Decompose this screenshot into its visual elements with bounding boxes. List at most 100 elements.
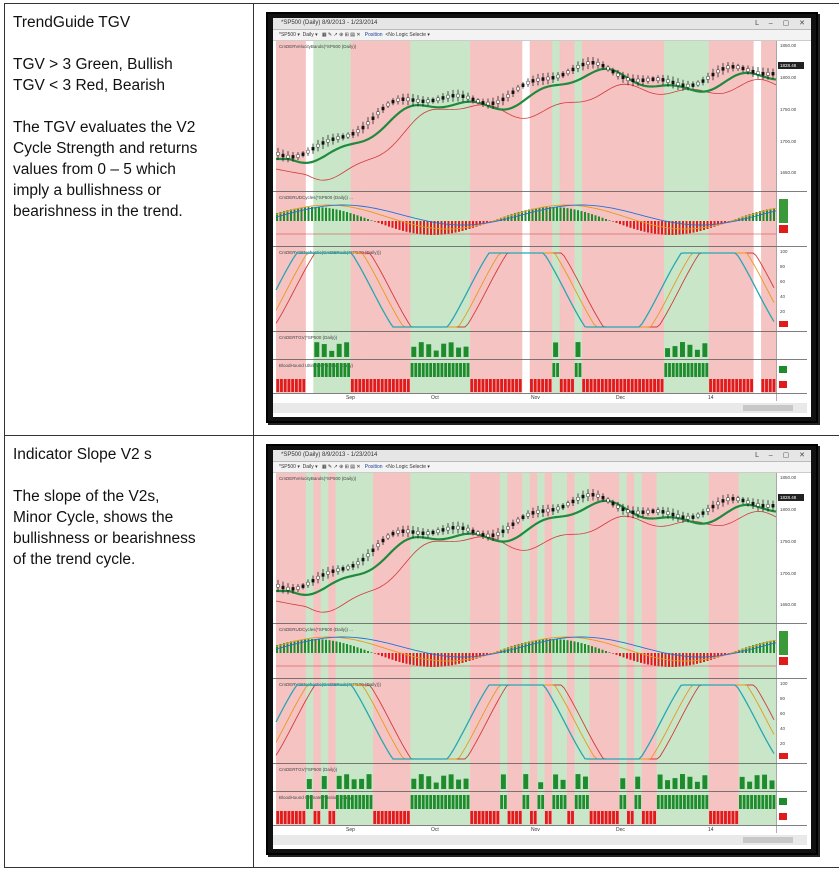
- cycle-histogram-bar: [682, 653, 684, 667]
- position-bar: [515, 811, 518, 824]
- position-bar: [365, 795, 369, 809]
- window-titlebar: *SP500 (Daily) 8/9/2013 - 1/23/2014 L – …: [273, 18, 811, 30]
- position-bar: [328, 363, 332, 377]
- cycle-histogram-bar: [573, 641, 576, 653]
- tgv-bar: [702, 775, 708, 789]
- scrollbar-thumb: [743, 837, 793, 843]
- window-controls[interactable]: L – ▢ ✕: [755, 20, 809, 27]
- cycle-histogram-bar: [339, 642, 341, 653]
- price-candle-body: [416, 531, 420, 535]
- cycle-histogram-bar: [454, 221, 457, 233]
- logic-dropdown[interactable]: <No Logic Selecte ▾: [385, 464, 430, 470]
- position-bar: [559, 795, 563, 809]
- price-candle-body: [296, 586, 300, 590]
- position-bar: [283, 811, 287, 824]
- position-bar: [321, 795, 324, 809]
- position-bar: [623, 379, 627, 392]
- tgv-bar: [687, 344, 693, 357]
- position-bar: [362, 379, 365, 392]
- position-bar: [567, 811, 571, 824]
- window-titlebar: *SP500 (Daily) 8/9/2013 - 1/23/2014 L – …: [273, 450, 811, 462]
- trend-shade-band: [753, 41, 762, 393]
- cycle-histogram-bar: [619, 653, 621, 657]
- cycle-histogram-bar: [279, 212, 282, 221]
- position-bar: [705, 363, 709, 377]
- position-bar: [690, 363, 694, 377]
- trend-shade-band: [455, 41, 463, 393]
- position-bar: [765, 379, 768, 392]
- cycle-histogram-bar: [524, 210, 527, 221]
- position-bar: [328, 811, 332, 824]
- panel-title: CmDERVelocityBands(*SP500 (Daily)): [279, 44, 357, 49]
- tgv-bar: [694, 349, 700, 357]
- position-bar: [294, 811, 298, 824]
- position-bar: [309, 795, 313, 809]
- cycle-histogram-bar: [290, 209, 292, 221]
- stochastic-axis-label: 60: [780, 711, 786, 716]
- tgv-bar: [418, 774, 424, 789]
- position-bar: [761, 379, 765, 392]
- trend-shade-band: [447, 473, 456, 825]
- position-bar: [503, 795, 507, 809]
- price-candle-body: [571, 499, 575, 504]
- price-candle-body: [616, 505, 620, 509]
- position-bar: [511, 379, 515, 392]
- cycle-histogram-bar: [521, 211, 523, 221]
- position-bar: [552, 363, 556, 377]
- price-candle-body: [396, 530, 400, 534]
- position-legend-green: [779, 366, 787, 373]
- window-controls[interactable]: L – ▢ ✕: [755, 452, 809, 459]
- tgv-bar: [672, 778, 678, 789]
- cycle-histogram-bar: [678, 221, 681, 235]
- position-bar: [604, 379, 608, 392]
- position-bar: [765, 795, 768, 809]
- cycle-histogram-bar: [696, 221, 698, 232]
- position-bar: [686, 795, 690, 809]
- description-paragraph: The slope of the V2s, Minor Cycle, shows…: [13, 486, 245, 570]
- interval-dropdown[interactable]: Daily ▾: [302, 32, 318, 38]
- position-bar: [709, 379, 712, 392]
- position-button[interactable]: Position: [364, 32, 383, 38]
- cycle-histogram-bar: [465, 653, 467, 662]
- price-candle-body: [321, 141, 325, 145]
- cycle-histogram-bar: [570, 640, 572, 653]
- cycle-histogram-bar: [283, 643, 285, 653]
- price-candle-body: [346, 133, 350, 138]
- cycle-histogram-bar: [615, 221, 618, 223]
- price-axis-label: 1700.00: [780, 139, 797, 144]
- interval-dropdown[interactable]: Daily ▾: [302, 464, 318, 470]
- trend-shade-band: [716, 473, 725, 825]
- position-bar: [317, 811, 321, 824]
- trend-shade-band: [529, 473, 538, 825]
- cycle-histogram-bar: [678, 653, 681, 667]
- price-candle-body: [336, 136, 340, 140]
- price-candle-body: [411, 530, 415, 534]
- position-button[interactable]: Position: [364, 464, 383, 470]
- cycle-histogram-bar: [538, 639, 541, 653]
- position-bar: [496, 379, 500, 392]
- panel-title: BloodHound Ultimate Position (Daily): [279, 795, 354, 800]
- cycle-histogram-bar: [454, 653, 457, 665]
- stochastic-axis-label: 80: [780, 696, 786, 701]
- position-bar: [339, 363, 343, 377]
- trend-shade-band: [432, 41, 441, 393]
- position-bar: [757, 795, 761, 809]
- position-bar: [623, 795, 627, 809]
- position-bar: [488, 811, 492, 824]
- symbol-dropdown[interactable]: *SP500 ▾: [279, 32, 300, 38]
- tgv-bar: [456, 347, 462, 357]
- position-bar: [690, 795, 694, 809]
- position-bar: [526, 795, 530, 809]
- cycle-histogram-bar: [556, 207, 558, 221]
- position-bar: [530, 811, 533, 824]
- cycle-histogram-bar: [738, 217, 740, 221]
- position-bar: [302, 811, 306, 824]
- trend-shade-band: [365, 473, 374, 825]
- screenshot-cell: *SP500 (Daily) 8/9/2013 - 1/23/2014 L – …: [253, 3, 839, 436]
- symbol-dropdown[interactable]: *SP500 ▾: [279, 464, 300, 470]
- cycle-histogram-bar: [444, 653, 446, 667]
- logic-dropdown[interactable]: <No Logic Selecte ▾: [385, 32, 430, 38]
- position-bar: [474, 811, 477, 824]
- price-candle-body: [731, 65, 735, 69]
- cycle-histogram-bar: [762, 210, 765, 221]
